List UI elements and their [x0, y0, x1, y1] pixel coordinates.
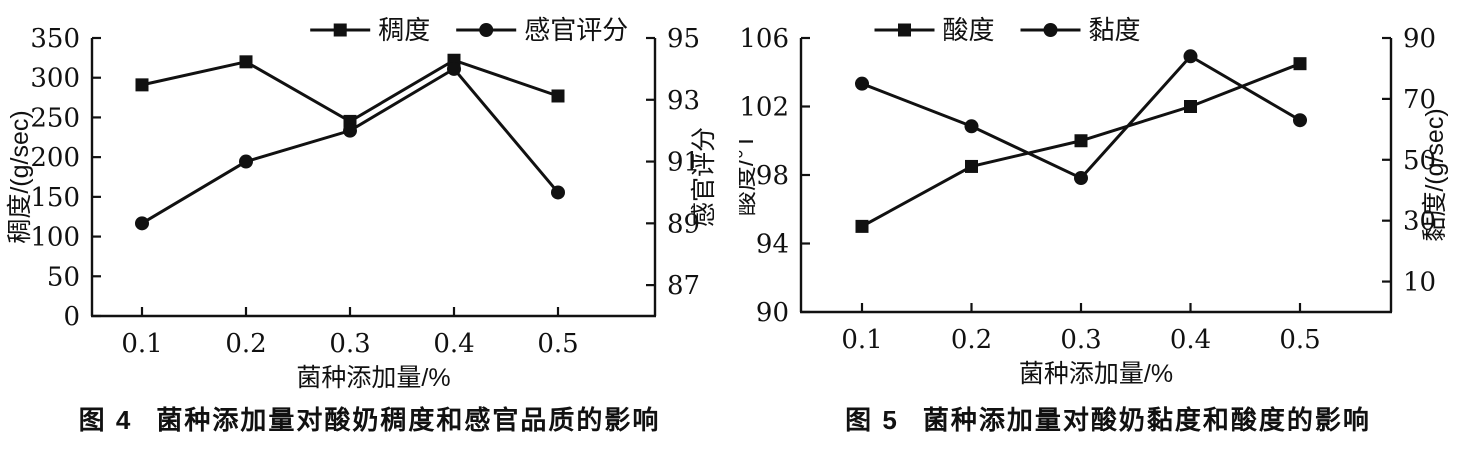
series-acidity-square-marker	[1184, 100, 1197, 113]
right-axis-tick-label: 93	[667, 86, 700, 116]
series-acidity-square-marker	[1293, 57, 1307, 71]
left-axis-tick-label: 50	[47, 262, 80, 292]
legend-acidity-square-marker	[898, 23, 911, 37]
figure-4-caption-number: 图 4	[78, 405, 133, 435]
x-axis-tick-label: 0.1	[121, 329, 162, 359]
left-axis-tick-label: 94	[756, 230, 789, 260]
series-thickness-square-marker	[239, 55, 253, 69]
left-axis-tick-label: 250	[30, 103, 80, 133]
right-axis-title: 感官评分	[690, 127, 718, 227]
legend-item-viscosity: 黏度	[1020, 15, 1141, 45]
series-viscosity-circle-marker	[1074, 171, 1088, 186]
legend-item-thickness: 稠度	[310, 15, 430, 45]
right-axis-tick-label: 91	[667, 148, 700, 178]
figure-4: 0 50 100 150 200 250 300 350 87 89 91 93 95 0.1 0.2 0.3…	[0, 0, 739, 437]
left-axis-tick-label: 200	[30, 143, 80, 173]
series-sensory-score-line	[141, 66, 560, 225]
legend-item-acidity: 酸度	[874, 15, 995, 45]
right-axis-tick-label: 87	[667, 271, 700, 301]
series-viscosity-circle-marker	[964, 119, 979, 134]
series-viscosity-line	[861, 54, 1301, 180]
left-axis-tick-label: 90	[756, 298, 789, 328]
right-axis-tick-label: 95	[667, 24, 700, 54]
series-sensory-score	[135, 61, 565, 231]
x-axis-tick-label: 0.2	[225, 329, 266, 359]
series-sensory-score-circle-marker	[135, 216, 149, 231]
right-axis-title: 黏度/(g/sec)	[1421, 108, 1449, 241]
series-thickness-square-marker	[551, 89, 565, 103]
x-axis-tick-label: 0.5	[1279, 325, 1320, 355]
chart-fig4: 0 50 100 150 200 250 300 350 87 89 91 93 95 0.1 0.2 0.3…	[6, 15, 718, 392]
series-acidity	[855, 57, 1307, 233]
series-sensory-score-circle-marker	[239, 154, 253, 169]
legend-label-sensory-score: 感官评分	[524, 15, 628, 45]
series-sensory-score-circle-marker	[551, 185, 565, 200]
series-viscosity-circle-marker	[1183, 49, 1198, 64]
right-axis-tick-label: 30	[1403, 207, 1436, 237]
right-axis-tick-label: 10	[1403, 268, 1436, 298]
series-thickness-line	[141, 58, 559, 124]
figure-5: 90 94 98 102 106 10 30 50 70 90 0.1 0.2 0.3 0.4 0.5 菌种添…	[739, 0, 1477, 437]
figure-5-caption-number: 图 5	[845, 405, 899, 435]
left-axis-tick-label: 0	[63, 302, 80, 332]
series-viscosity-circle-marker	[1293, 113, 1307, 128]
x-axis-tick-label: 0.5	[537, 329, 578, 359]
x-axis-title: 菌种添加量/%	[1019, 360, 1173, 388]
left-axis-title: 稠度/(g/sec)	[6, 110, 34, 243]
series-acidity-square-marker	[965, 159, 978, 173]
left-axis-tick-label: 150	[30, 183, 80, 213]
x-axis-tick-label: 0.1	[841, 325, 882, 355]
legend-label-viscosity: 黏度	[1089, 15, 1141, 45]
left-axis-tick-label: 102	[739, 93, 789, 123]
left-axis-tick-label: 100	[30, 223, 80, 253]
chart-fig5: 90 94 98 102 106 10 30 50 70 90 0.1 0.2 0.3 0.4 0.5 菌种添…	[739, 15, 1449, 388]
legend-thickness-square-marker	[333, 23, 347, 37]
x-axis-title: 菌种添加量/%	[296, 364, 450, 392]
figure-4-caption-text: 菌种添加量对酸奶稠度和感官品质的影响	[156, 405, 661, 435]
series-sensory-score-circle-marker	[447, 61, 461, 76]
series-acidity-square-marker	[1074, 134, 1088, 148]
series-viscosity-circle-marker	[855, 76, 869, 91]
left-axis-tick-label: 350	[30, 24, 80, 54]
right-axis-tick-label: 89	[667, 209, 700, 239]
series-acidity-square-marker	[855, 219, 869, 233]
left-axis-tick-label: 98	[756, 161, 789, 191]
series-sensory-score-circle-marker	[343, 123, 357, 138]
legend-item-sensory-score: 感官评分	[456, 15, 628, 45]
right-axis-tick-label: 70	[1403, 85, 1436, 115]
left-axis-tick-label: 106	[739, 24, 789, 54]
right-axis-tick-label: 90	[1403, 24, 1436, 54]
x-axis-tick-label: 0.3	[329, 329, 370, 359]
x-axis-tick-label: 0.4	[1170, 325, 1211, 355]
figure-5-caption: 图 5 菌种添加量对酸奶黏度和酸度的影响	[739, 400, 1477, 437]
series-thickness	[135, 53, 565, 128]
x-axis-tick-label: 0.3	[1060, 325, 1101, 355]
figure-5-caption-text: 菌种添加量对酸奶黏度和酸度的影响	[922, 405, 1371, 435]
figure-4-caption: 图 4 菌种添加量对酸奶稠度和感官品质的影响	[0, 400, 739, 437]
x-axis-tick-label: 0.2	[951, 325, 992, 355]
series-thickness-square-marker	[135, 78, 149, 92]
series-viscosity	[855, 49, 1307, 186]
left-axis-title: 酸度/°T	[739, 134, 759, 216]
left-axis-tick-label: 300	[30, 64, 80, 94]
x-axis-tick-label: 0.4	[433, 329, 474, 359]
legend-viscosity-circle-marker	[1043, 23, 1058, 37]
legend-label-thickness: 稠度	[378, 15, 430, 45]
legend-label-acidity: 酸度	[943, 15, 995, 45]
right-axis-tick-label: 50	[1403, 146, 1436, 176]
legend-sensory-score-circle-marker	[479, 23, 494, 37]
